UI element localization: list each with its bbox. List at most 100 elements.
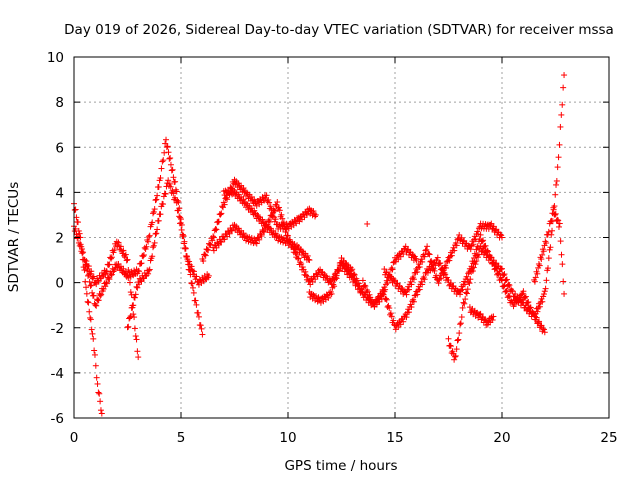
data-point — [466, 280, 473, 287]
data-point — [438, 275, 445, 282]
data-point — [368, 296, 375, 303]
data-point — [544, 231, 551, 238]
data-point — [453, 346, 460, 353]
data-point — [83, 261, 90, 268]
data-point — [305, 256, 312, 263]
data-point — [314, 273, 321, 280]
data-point — [312, 211, 319, 218]
x-tick-label: 25 — [600, 430, 617, 446]
data-point — [151, 239, 158, 246]
axis-ticks: 0 5 10 15 20 25 -6 -4 -2 0 2 4 6 8 10 — [47, 50, 618, 446]
data-point — [164, 143, 171, 150]
data-point — [328, 290, 335, 297]
data-point — [268, 212, 275, 219]
series-outlier — [364, 220, 371, 227]
data-point — [545, 255, 552, 262]
data-point — [472, 261, 479, 268]
data-point — [522, 295, 529, 302]
data-marks — [71, 72, 568, 417]
data-point — [280, 219, 287, 226]
data-point — [81, 267, 88, 274]
data-point — [152, 230, 159, 237]
data-point — [487, 222, 494, 229]
data-point — [82, 262, 89, 269]
y-tick-label: 0 — [55, 276, 64, 292]
data-point — [421, 276, 428, 283]
data-point — [165, 177, 172, 184]
data-point — [85, 299, 92, 306]
data-point — [499, 234, 505, 241]
data-point — [421, 253, 428, 260]
data-point — [153, 196, 160, 203]
data-point — [534, 270, 541, 277]
data-point — [157, 174, 164, 181]
data-point — [90, 273, 97, 280]
data-point — [557, 238, 564, 245]
data-point — [461, 300, 468, 307]
data-point — [173, 199, 180, 206]
data-point — [501, 271, 508, 278]
data-point — [364, 288, 371, 295]
data-point — [557, 123, 564, 130]
data-point — [534, 308, 541, 315]
data-point — [210, 233, 217, 240]
data-point — [408, 304, 415, 311]
data-point — [111, 246, 118, 253]
data-point — [381, 288, 388, 295]
data-point — [167, 161, 174, 168]
data-point — [490, 313, 497, 320]
data-point — [552, 191, 559, 198]
data-point — [71, 207, 78, 214]
data-point — [207, 241, 214, 248]
data-point — [407, 301, 414, 308]
data-point — [462, 296, 469, 303]
data-point — [152, 197, 159, 204]
data-point — [443, 264, 450, 271]
data-point — [540, 325, 547, 332]
data-point — [124, 324, 131, 331]
data-point — [201, 251, 208, 258]
data-point — [459, 286, 466, 293]
data-point — [405, 286, 412, 293]
data-point — [193, 301, 200, 308]
data-point — [298, 260, 305, 267]
data-point — [155, 217, 162, 224]
data-point — [188, 263, 195, 270]
data-point — [477, 310, 484, 317]
data-point — [447, 342, 454, 349]
data-point — [186, 258, 193, 265]
data-point — [272, 216, 279, 223]
data-point — [423, 246, 430, 253]
data-point — [210, 234, 217, 241]
data-point — [170, 174, 177, 181]
data-point — [93, 374, 100, 381]
data-point — [364, 220, 371, 227]
y-tick-label: -2 — [51, 321, 64, 337]
data-point — [95, 389, 102, 396]
data-point — [547, 218, 554, 225]
data-point — [136, 268, 143, 275]
data-point — [131, 294, 138, 301]
data-point — [177, 219, 184, 226]
data-point — [178, 226, 185, 233]
data-point — [79, 250, 86, 257]
data-point — [472, 236, 479, 243]
data-point — [418, 278, 425, 285]
data-point — [455, 336, 462, 343]
data-point — [447, 343, 454, 350]
data-point — [167, 183, 174, 190]
data-point — [140, 251, 147, 258]
data-point — [124, 256, 131, 263]
data-point — [260, 228, 267, 235]
data-point — [503, 276, 510, 283]
data-point — [489, 317, 496, 324]
data-point — [84, 267, 91, 274]
data-point — [448, 252, 455, 259]
data-point — [445, 335, 452, 342]
data-point — [271, 208, 278, 215]
data-point — [98, 410, 105, 417]
data-point — [97, 407, 104, 414]
data-point — [195, 313, 202, 320]
data-point — [545, 228, 552, 235]
data-point — [552, 210, 559, 217]
